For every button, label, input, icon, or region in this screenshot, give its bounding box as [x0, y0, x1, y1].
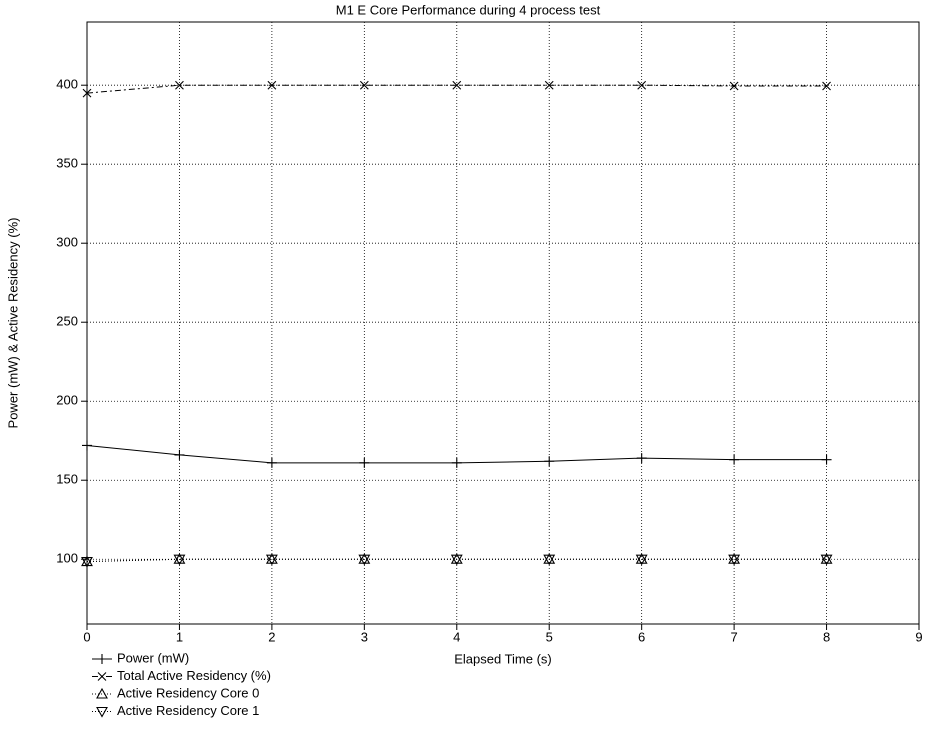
- series-line: [86, 558, 827, 563]
- data-point: [266, 457, 277, 468]
- data-point: [820, 554, 833, 566]
- y-tick-label: 150: [56, 472, 78, 487]
- y-axis-label: Power (mW) & Active Residency (%): [5, 218, 20, 429]
- data-point: [267, 80, 277, 90]
- y-tick-label: 100: [56, 551, 78, 566]
- series-line: [86, 84, 827, 94]
- data-point: [81, 557, 93, 568]
- chart-title: M1 E Core Performance during 4 process t…: [336, 2, 601, 17]
- data-point: [358, 554, 371, 566]
- legend-label: Active Residency Core 1: [117, 703, 259, 718]
- legend-marker: [97, 654, 107, 664]
- data-point: [175, 80, 184, 90]
- x-tick-label: 4: [453, 629, 460, 644]
- data-point: [635, 554, 648, 566]
- data-point: [544, 456, 555, 467]
- y-tick-label: 300: [56, 235, 78, 250]
- x-tick-label: 5: [546, 629, 553, 644]
- x-tick-label: 7: [730, 629, 737, 644]
- data-point: [637, 80, 647, 90]
- x-tick-label: 9: [915, 629, 922, 644]
- data-point: [450, 554, 463, 566]
- legend-marker: [96, 687, 108, 699]
- y-tick-label: 200: [56, 393, 78, 408]
- data-point: [543, 554, 556, 566]
- x-tick-label: 0: [83, 629, 90, 644]
- x-tick-label: 1: [176, 629, 183, 644]
- x-tick-label: 6: [638, 629, 645, 644]
- data-point: [451, 457, 462, 468]
- x-axis-label: Elapsed Time (s): [454, 651, 552, 666]
- x-tick-label: 3: [361, 629, 368, 644]
- data-point: [82, 440, 92, 451]
- x-tick-label: 2: [268, 629, 275, 644]
- data-point: [636, 453, 647, 464]
- legend-marker: [97, 672, 107, 681]
- data-point: [173, 554, 186, 566]
- x-tick-label: 8: [823, 629, 830, 644]
- data-point: [544, 80, 554, 90]
- legend-label: Total Active Residency (%): [117, 668, 271, 683]
- data-point: [452, 80, 462, 90]
- y-tick-label: 350: [56, 156, 78, 171]
- data-point: [729, 81, 739, 91]
- data-point: [822, 81, 831, 91]
- legend-label: Power (mW): [117, 650, 189, 665]
- legend-marker: [96, 706, 108, 718]
- plot-frame: [86, 21, 920, 625]
- legend-label: Active Residency Core 0: [117, 685, 259, 700]
- data-point: [265, 554, 278, 566]
- data-point: [174, 449, 185, 460]
- data-point: [821, 454, 832, 465]
- data-point: [82, 88, 92, 98]
- data-point: [359, 457, 370, 468]
- y-tick-label: 250: [56, 314, 78, 329]
- data-point: [728, 554, 741, 566]
- data-point: [359, 80, 369, 90]
- data-point: [729, 454, 740, 465]
- y-tick-label: 400: [56, 77, 78, 92]
